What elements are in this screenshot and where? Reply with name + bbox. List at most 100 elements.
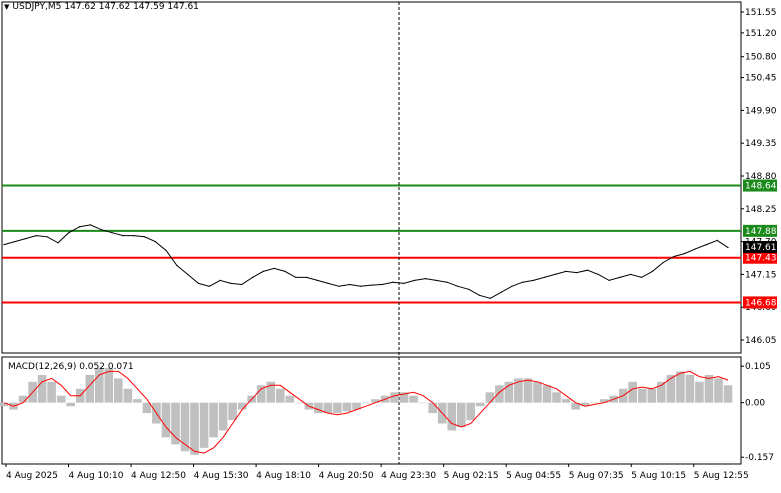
- macd-bar-9: [85, 374, 95, 403]
- macd-bar-4: [37, 374, 47, 403]
- macd-bar-14: [133, 399, 142, 403]
- price-pane-frame: [1, 1, 742, 354]
- price-point-17: [187, 273, 189, 275]
- price-point-54: [586, 269, 589, 271]
- macd-bar-18: [171, 402, 180, 445]
- price-point-0: [3, 244, 5, 246]
- macd-bar-60: [571, 402, 580, 410]
- macd-bar-57: [542, 385, 552, 403]
- macd-bar-39: [371, 399, 380, 403]
- price-point-45: [489, 297, 491, 299]
- x-tick-label-4: 4 Aug 18:10: [256, 471, 311, 481]
- price-point-64: [695, 248, 697, 250]
- x-tick-label-10: 5 Aug 10:15: [631, 471, 686, 481]
- price-y-tick-label-5: 149.35: [745, 139, 777, 149]
- price-point-57: [619, 276, 621, 278]
- price-point-4: [46, 236, 48, 238]
- price-point-30: [327, 282, 329, 284]
- macd-bar-76: [723, 385, 733, 403]
- price-point-13: [143, 236, 146, 238]
- macd-bar-59: [561, 399, 571, 403]
- macd-bar-28: [266, 381, 276, 403]
- level-badge-3: [743, 296, 777, 309]
- macd-bar-50: [476, 402, 485, 407]
- macd-bar-61: [580, 402, 590, 407]
- macd-bar-75: [714, 378, 723, 403]
- price-point-12: [133, 235, 135, 237]
- macd-bar-10: [95, 367, 104, 403]
- macd-bar-31: [295, 402, 304, 404]
- macd-bar-24: [228, 402, 237, 421]
- macd-bar-63: [599, 399, 609, 403]
- level-badge-1: [743, 224, 777, 237]
- price-point-5: [57, 242, 59, 244]
- price-point-23: [251, 276, 254, 278]
- price-point-7: [79, 226, 81, 228]
- price-point-44: [478, 294, 481, 296]
- macd-bar-5: [47, 381, 56, 403]
- price-point-39: [424, 278, 426, 280]
- price-point-61: [662, 261, 664, 264]
- price-y-tick-label-3: 150.45: [745, 74, 777, 84]
- price-point-16: [176, 264, 178, 267]
- macd-bar-58: [552, 392, 561, 403]
- price-point-53: [576, 272, 578, 274]
- macd-bar-44: [418, 402, 428, 404]
- price-series-line: [3, 224, 729, 299]
- price-point-55: [597, 273, 599, 275]
- x-tick-label-8: 5 Aug 04:55: [506, 471, 561, 481]
- macd-bar-48: [457, 402, 466, 427]
- triangle-down-icon[interactable]: ▼: [4, 3, 10, 11]
- price-point-62: [673, 255, 675, 258]
- price-point-63: [684, 252, 686, 255]
- price-y-tick-label-9: 147.15: [745, 270, 777, 280]
- ohlc-values: 147.62 147.62 147.59 147.61: [64, 2, 199, 12]
- macd-bar-12: [114, 378, 123, 403]
- price-point-11: [122, 235, 124, 237]
- price-point-29: [316, 279, 318, 281]
- price-point-32: [349, 283, 351, 286]
- price-point-37: [403, 282, 405, 284]
- x-tick-label-2: 4 Aug 12:50: [131, 471, 186, 481]
- macd-bar-71: [676, 371, 685, 403]
- price-y-tick-label-6: 148.80: [745, 172, 777, 182]
- x-tick-label-11: 5 Aug 12:55: [694, 471, 749, 481]
- price-point-35: [381, 283, 383, 286]
- current-price-label: 147.61: [745, 243, 777, 253]
- macd-bar-15: [142, 402, 152, 414]
- macd-bar-51: [485, 392, 495, 403]
- price-point-60: [651, 270, 654, 272]
- level-badge-label-0: 148.64: [745, 182, 777, 192]
- macd-bar-38: [361, 402, 371, 404]
- macd-y-tick-label-2: -0.157: [745, 453, 774, 463]
- price-point-22: [241, 283, 243, 286]
- macd-bar-35: [333, 402, 342, 414]
- price-point-47: [511, 285, 513, 287]
- x-tick-label-3: 4 Aug 15:30: [194, 471, 249, 481]
- price-y-tick-label-11: 146.05: [745, 336, 777, 346]
- macd-bar-29: [276, 388, 285, 403]
- price-point-42: [457, 285, 459, 287]
- macd-bar-36: [342, 402, 352, 412]
- macd-bar-73: [695, 381, 704, 403]
- price-point-8: [89, 224, 91, 226]
- macd-bar-56: [533, 381, 542, 403]
- price-point-31: [338, 285, 340, 287]
- x-tick-label-0: 4 Aug 2025: [6, 471, 58, 481]
- macd-pane-frame: [1, 356, 742, 465]
- price-point-3: [35, 235, 38, 237]
- macd-bar-49: [466, 402, 476, 421]
- price-point-48: [522, 281, 524, 283]
- macd-bar-70: [666, 374, 676, 403]
- price-point-66: [716, 239, 718, 241]
- price-point-56: [608, 279, 610, 281]
- macd-bar-41: [390, 392, 399, 403]
- current-price-badge: [743, 240, 777, 253]
- price-point-67: [727, 247, 729, 249]
- price-point-34: [370, 284, 372, 286]
- price-point-19: [208, 285, 210, 287]
- macd-bar-66: [628, 381, 637, 403]
- macd-bar-11: [104, 367, 114, 403]
- price-y-tick-label-2: 150.80: [745, 53, 777, 63]
